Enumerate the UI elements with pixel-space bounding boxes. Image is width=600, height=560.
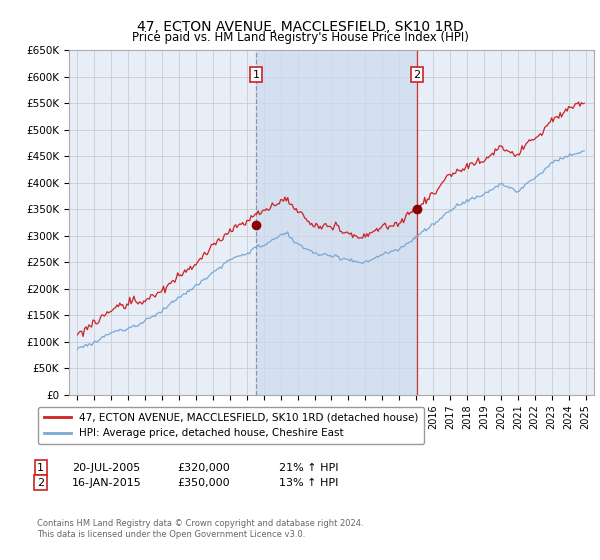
Text: Price paid vs. HM Land Registry's House Price Index (HPI): Price paid vs. HM Land Registry's House …	[131, 31, 469, 44]
Text: 20-JUL-2005: 20-JUL-2005	[72, 463, 140, 473]
Text: 47, ECTON AVENUE, MACCLESFIELD, SK10 1RD: 47, ECTON AVENUE, MACCLESFIELD, SK10 1RD	[137, 20, 463, 34]
Text: £350,000: £350,000	[177, 478, 230, 488]
Text: 16-JAN-2015: 16-JAN-2015	[72, 478, 142, 488]
Text: 1: 1	[253, 69, 260, 80]
Legend: 47, ECTON AVENUE, MACCLESFIELD, SK10 1RD (detached house), HPI: Average price, d: 47, ECTON AVENUE, MACCLESFIELD, SK10 1RD…	[38, 407, 424, 445]
Text: 21% ↑ HPI: 21% ↑ HPI	[279, 463, 338, 473]
Text: Contains HM Land Registry data © Crown copyright and database right 2024.
This d: Contains HM Land Registry data © Crown c…	[37, 520, 364, 539]
Text: 13% ↑ HPI: 13% ↑ HPI	[279, 478, 338, 488]
Text: 1: 1	[37, 463, 44, 473]
Text: £320,000: £320,000	[177, 463, 230, 473]
Text: 2: 2	[37, 478, 44, 488]
Bar	[256, 50, 417, 395]
Text: 2: 2	[413, 69, 421, 80]
